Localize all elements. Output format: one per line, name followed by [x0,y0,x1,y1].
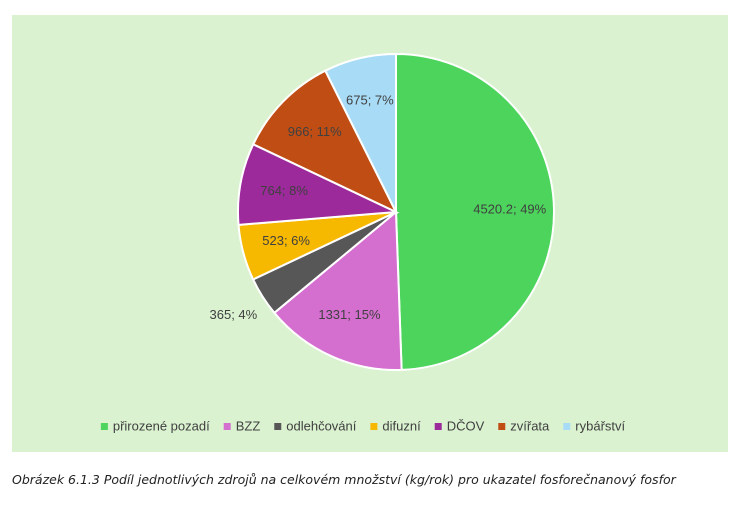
legend-label: odlehčování [286,418,356,433]
data-label: 1331; 15% [318,307,381,322]
data-label: 764; 8% [260,183,308,198]
legend-marker [100,423,108,430]
legend-marker [434,423,442,430]
caption: Obrázek 6.1.3 Podíl jednotlivých zdrojů … [12,472,676,487]
legend-label: BZZ [236,418,261,433]
legend-label: DČOV [447,418,485,433]
data-label: 675; 7% [346,93,394,108]
legend-label: rybářství [575,418,625,433]
pie-slice [251,69,399,215]
legend-marker [498,423,506,430]
legend-label: zvířata [510,418,550,433]
data-label: 4520.2; 49% [473,201,546,216]
pie-slice [323,52,397,213]
data-label: 365; 4% [210,307,258,322]
legend-label: difuzní [382,418,421,433]
data-label: 966; 11% [288,124,342,139]
legend-label: přirozené pozadí [113,418,210,433]
pie-slice [272,209,403,371]
legend-marker [274,423,282,430]
legend-marker [370,423,378,430]
pie-slice [395,52,555,371]
legend-marker [223,423,231,430]
data-label: 523; 6% [262,233,310,248]
legend-marker [563,423,571,430]
